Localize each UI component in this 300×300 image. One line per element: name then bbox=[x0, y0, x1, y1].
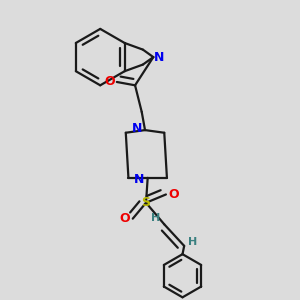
Text: O: O bbox=[168, 188, 178, 201]
Text: H: H bbox=[151, 213, 160, 223]
Text: N: N bbox=[154, 51, 164, 64]
Text: N: N bbox=[131, 122, 142, 135]
Text: O: O bbox=[104, 76, 115, 88]
Text: O: O bbox=[119, 212, 130, 225]
Text: S: S bbox=[142, 196, 151, 209]
Text: H: H bbox=[188, 237, 197, 247]
Text: N: N bbox=[134, 173, 144, 186]
